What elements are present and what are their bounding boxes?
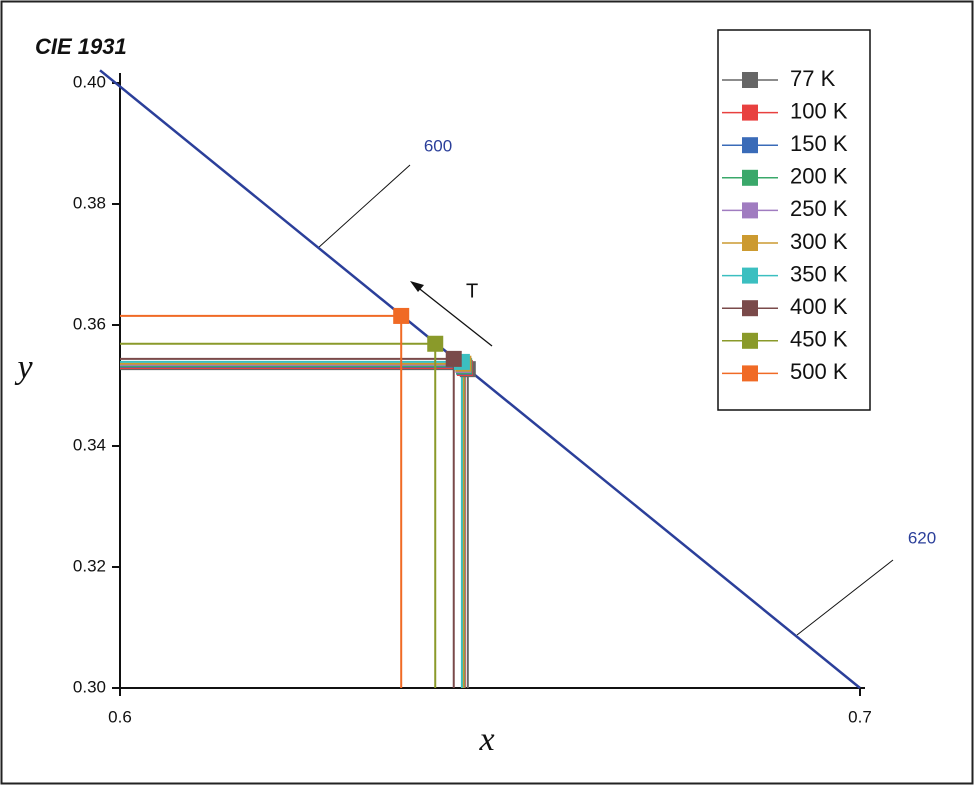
legend-swatch (742, 169, 758, 186)
leader-line (796, 559, 894, 636)
leader-line (317, 164, 411, 249)
y-tick-label: 0.32 (73, 556, 106, 575)
legend-swatch (742, 235, 758, 251)
legend-swatch (742, 365, 758, 382)
y-tick-label: 0.36 (73, 314, 106, 333)
y-axis-label: y (14, 349, 33, 386)
legend-label: 150 K (790, 131, 848, 156)
y-tick-label: 0.34 (73, 435, 106, 454)
arrow-head (410, 281, 424, 292)
annotation: T (466, 280, 478, 302)
point (445, 350, 462, 367)
legend-label: 250 K (790, 196, 848, 221)
legend-swatch (742, 72, 758, 88)
annotation: 600 (424, 136, 452, 155)
legend: 77 K 100 K 150 K 200 K 250 K 300 K 350 K 400 K 4… (717, 29, 871, 411)
x-tick-label: 0.7 (848, 707, 872, 726)
legend-swatch (742, 104, 758, 121)
arrow (415, 285, 493, 347)
x-tick-label: 0.6 (108, 707, 132, 726)
legend-swatch (742, 300, 758, 317)
legend-label: 450 K (790, 327, 848, 352)
point (393, 307, 410, 324)
annotation: 620 (908, 528, 936, 547)
locus-line (99, 69, 861, 689)
legend-label: 200 K (790, 164, 848, 189)
y-tick-label: 0.38 (73, 193, 106, 212)
legend-swatch (742, 332, 758, 349)
legend-swatch (742, 267, 758, 284)
legend-label: 500 K (790, 359, 848, 384)
point (427, 335, 444, 352)
chart-title: CIE 1931 (35, 34, 127, 59)
legend-label: 77 K (790, 66, 836, 91)
legend-swatch (742, 137, 758, 154)
legend-label: 100 K (790, 98, 848, 123)
legend-label: 400 K (790, 294, 848, 319)
legend-label: 350 K (790, 261, 848, 286)
x-axis-label: x (478, 721, 494, 758)
y-tick-label: 0.40 (73, 72, 106, 91)
legend-label: 300 K (790, 229, 848, 254)
legend-swatch (742, 202, 758, 219)
y-tick-label: 0.30 (73, 677, 106, 696)
